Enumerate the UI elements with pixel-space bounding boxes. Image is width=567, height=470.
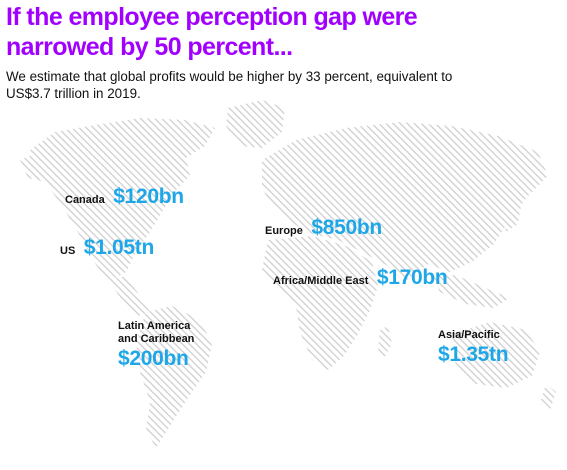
subtitle-line-2: US$3.7 trillion in 2019.: [6, 86, 141, 101]
region-value: $200bn: [118, 347, 189, 370]
south-america-shape: [136, 306, 212, 448]
region-canada: Canada $120bn: [65, 185, 184, 209]
region-name: Europe: [265, 225, 303, 237]
alaska-shape: [20, 150, 60, 182]
region-europe: Europe $850bn: [265, 216, 382, 240]
page-title: If the employee perception gap were narr…: [6, 2, 466, 62]
region-us: US $1.05tn: [60, 236, 154, 260]
subtitle-line-1: We estimate that global profits would be…: [6, 69, 453, 84]
eurasia-shape: [262, 122, 548, 282]
japan-shape: [504, 196, 522, 232]
region-value: $170bn: [376, 266, 448, 289]
north-america-shape: [30, 118, 215, 282]
africa-shape: [262, 236, 378, 370]
subtitle: We estimate that global profits would be…: [6, 68, 536, 102]
region-latin-america: Latin America and Caribbean $200bn: [118, 320, 194, 371]
greenland-shape: [226, 100, 285, 148]
region-value: $1.05tn: [83, 236, 155, 259]
australia-shape: [452, 322, 540, 388]
region-value: $1.35tn: [438, 343, 509, 366]
title-line-2: narrowed by 50 percent...: [6, 33, 293, 61]
region-name-line-1: Latin America: [118, 320, 191, 332]
region-name-line-2: and Caribbean: [118, 333, 195, 345]
madagascar-shape: [378, 326, 392, 358]
region-value: $120bn: [113, 185, 184, 208]
new-zealand-shape: [540, 384, 556, 410]
central-america-shape: [108, 276, 150, 316]
region-name: Africa/Middle East: [273, 275, 369, 287]
region-asia-pacific: Asia/Pacific $1.35tn: [438, 329, 509, 367]
region-africa-middle-east: Africa/Middle East $170bn: [273, 266, 448, 290]
title-line-1: If the employee perception gap were: [6, 3, 418, 31]
southeast-asia-shape: [430, 272, 510, 308]
region-name: US: [60, 245, 76, 257]
region-name: Canada: [65, 194, 105, 206]
region-name: Asia/Pacific: [438, 329, 500, 341]
region-value: $850bn: [311, 216, 382, 239]
